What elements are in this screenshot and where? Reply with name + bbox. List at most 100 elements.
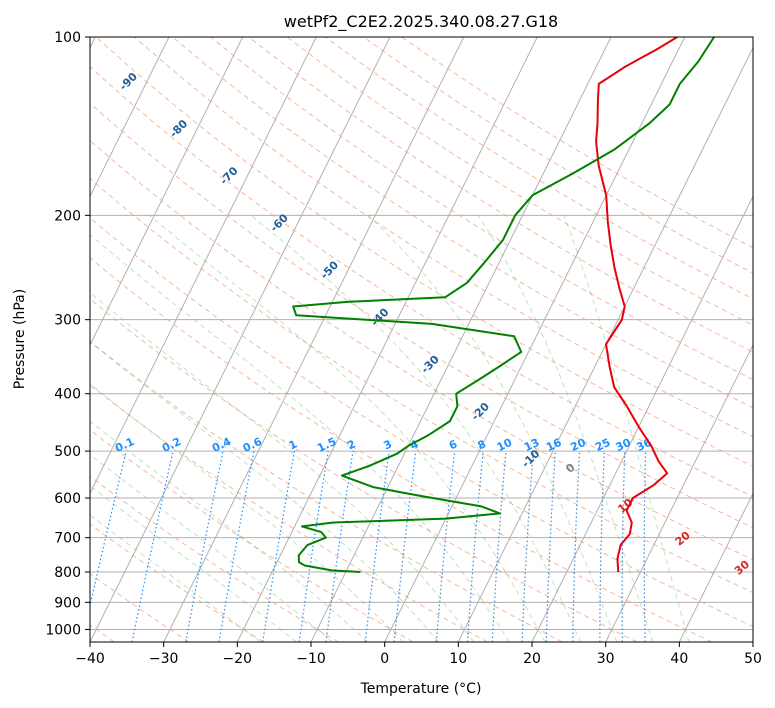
mixing-ratio-label: 13 (522, 436, 541, 454)
moist-adiabat-label: 30 (732, 558, 752, 578)
y-tick-label: 200 (54, 208, 81, 224)
moist-adiabat-label: 0 (563, 461, 577, 476)
mixing-ratio-line (298, 451, 329, 642)
mixing-ratio-line (325, 451, 354, 642)
mixing-ratio-line (491, 451, 507, 642)
dry-adiabat-line (90, 429, 414, 642)
isotherm-line (90, 37, 391, 642)
moist-adiabat-line (90, 383, 404, 642)
y-tick-label: 900 (54, 595, 81, 611)
mixing-ratio-label: 30 (614, 436, 634, 454)
dry-adiabat-label: -20 (469, 400, 492, 423)
mixing-ratio-label: 20 (568, 436, 588, 454)
isotherm-line (678, 492, 753, 642)
temperature-line (595, 37, 678, 573)
mixing-ratio-label: 2 (345, 437, 357, 452)
y-tick-label: 700 (54, 531, 81, 547)
mixing-ratio-label: 36 (634, 436, 654, 454)
x-axis-label: Temperature (°C) (360, 681, 482, 697)
mixing-ratio-label: 0.1 (113, 435, 136, 455)
x-tick-label: 20 (523, 651, 541, 667)
x-tick-label: −30 (149, 651, 179, 667)
moist-adiabat-line (90, 291, 475, 642)
moist-adiabat-line (368, 214, 618, 642)
mixing-ratio-line (218, 450, 255, 642)
moist-adiabat-line (90, 340, 439, 642)
x-tick-label: 30 (597, 651, 615, 667)
mixing-ratio-line (393, 451, 417, 642)
plot-area: 0.1 0.2 0.4 0.6 1 1.5 2 3 4 6 8 10 13 16 20 25 30 36-100-… (90, 37, 753, 642)
moist-adiabat-line (90, 233, 510, 642)
moist-adiabat-line (90, 420, 369, 642)
mixing-ratio-line (435, 451, 456, 642)
y-tick-label: 100 (54, 30, 81, 46)
mixing-ratio-label: 25 (593, 436, 612, 454)
isotherm-line (605, 343, 753, 642)
y-tick-label: 400 (54, 387, 81, 403)
moist-adiabat-line (90, 485, 297, 642)
mixing-ratio-line (364, 451, 390, 642)
x-tick-label: −40 (75, 651, 105, 667)
dry-adiabat-line (90, 177, 753, 594)
y-tick-label: 300 (54, 313, 81, 329)
dewpoint-line (292, 37, 715, 573)
axes: −40 −30 −20 −10 0 10 20 30 40 5010020030040050060… (45, 30, 762, 667)
y-axis-label: Pressure (hPa) (12, 289, 28, 389)
mixing-ratio-line (185, 450, 224, 642)
dry-adiabat-line (90, 573, 190, 642)
y-tick-label: 1000 (45, 622, 81, 638)
dry-adiabat-label: -10 (519, 447, 542, 470)
dry-adiabat-label: -70 (217, 164, 240, 187)
y-tick-label: 600 (54, 491, 81, 507)
dry-adiabat-line (210, 37, 753, 381)
moist-adiabat-line (90, 514, 261, 642)
moist-adiabat-label: 20 (673, 529, 693, 549)
mixing-ratio-label: 16 (544, 436, 564, 454)
mixing-ratio-line (131, 450, 174, 642)
isotherm-line (90, 37, 244, 347)
dry-adiabat-line (90, 66, 753, 498)
x-tick-label: 10 (449, 651, 467, 667)
mixing-ratio-label: 0.6 (241, 435, 264, 455)
dry-adiabat-line (286, 37, 753, 326)
dry-adiabat-line (401, 37, 753, 249)
mixing-ratio-label: 10 (495, 436, 515, 454)
isotherm-line (236, 37, 538, 642)
isotherm-line (90, 37, 170, 198)
moist-adiabat-line (149, 214, 546, 642)
mixing-ratio-label: 6 (447, 437, 460, 452)
dry-adiabat-line (90, 102, 753, 529)
x-tick-label: −10 (296, 651, 326, 667)
moist-adiabat-line (477, 215, 654, 642)
x-tick-label: 50 (744, 651, 762, 667)
x-tick-label: 0 (380, 651, 389, 667)
isotherm-line (384, 37, 686, 642)
mixing-ratio-line (572, 451, 581, 642)
dry-adiabat-label: -30 (419, 353, 442, 376)
dry-adiabat-label: -50 (318, 258, 341, 281)
isotherm-line (163, 37, 465, 642)
mixing-ratio-label: 1.5 (315, 435, 338, 455)
plot-frame (89, 36, 754, 643)
mixing-ratio-line (90, 450, 127, 609)
y-tick-label: 500 (54, 444, 81, 460)
mixing-ratio-line (621, 451, 626, 642)
dry-adiabat-line (324, 37, 753, 300)
mixing-ratio-line (599, 451, 605, 642)
mixing-ratio-line (545, 451, 556, 642)
mixing-ratio-label: 0.4 (210, 435, 233, 455)
dry-adiabat-line (90, 523, 264, 642)
dry-adiabat-line (90, 384, 488, 642)
mixing-ratio-line (466, 451, 484, 642)
dry-adiabat-line (90, 475, 339, 642)
mixing-ratio-label: 3 (382, 437, 394, 452)
dry-adiabat-label: -60 (268, 211, 291, 234)
dry-adiabat-label: -90 (117, 70, 140, 93)
dry-adiabat-line (90, 340, 563, 642)
dry-adiabat-line (248, 37, 753, 353)
mixing-ratio-label: 8 (476, 437, 488, 452)
isotherm-line (90, 37, 317, 495)
mixing-ratio-line (643, 451, 647, 642)
dry-adiabat-line (134, 37, 753, 438)
